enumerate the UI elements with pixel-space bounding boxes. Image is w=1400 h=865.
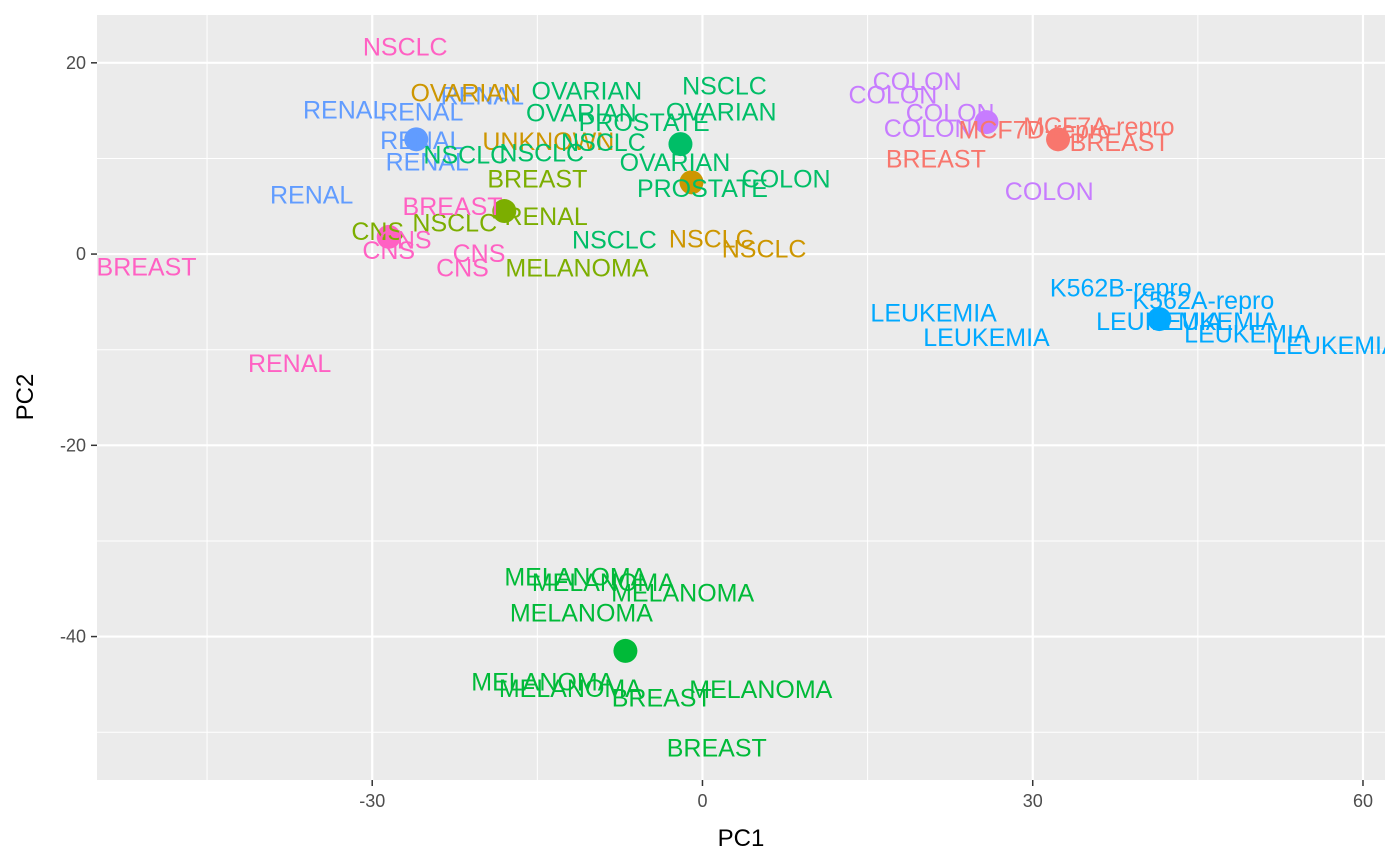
- cell-line-label: RENAL: [303, 97, 386, 125]
- centroid-point: [1147, 307, 1172, 332]
- cell-line-label: BREAST: [487, 165, 587, 193]
- cell-line-label: LEUKEMIA: [1184, 320, 1311, 348]
- cell-line-label: MELANOMA: [510, 600, 653, 628]
- y-axis-title: PC2: [12, 374, 39, 421]
- cell-line-label: BREAST: [886, 145, 986, 173]
- cell-line-label: LEUKEMIA: [870, 299, 997, 327]
- cell-line-label: MELANOMA: [471, 668, 614, 696]
- cell-line-label: MELANOMA: [611, 580, 754, 608]
- cell-line-label: RENAL: [270, 182, 353, 210]
- x-axis: -30 0 30 60: [359, 780, 1373, 811]
- cell-line-label: NSCLC: [499, 140, 584, 168]
- cell-line-label: LEUKEMIA: [1096, 308, 1223, 336]
- cell-line-label: RENAL: [380, 99, 463, 127]
- cell-line-label: COLON: [742, 165, 831, 193]
- cell-line-label: NSCLC: [412, 209, 497, 237]
- cell-line-label: CNS: [351, 218, 404, 246]
- cell-line-label: RENAL: [248, 350, 331, 378]
- cell-line-label: PROSTATE: [579, 109, 710, 137]
- x-tick-label: -30: [359, 791, 385, 811]
- cell-line-label: CNS: [362, 237, 415, 265]
- cell-line-label: COLON: [884, 115, 973, 143]
- cell-line-label: UNKNOWN: [482, 128, 614, 156]
- cell-line-label: OVARIAN: [532, 78, 643, 106]
- cell-line-label: MELANOMA: [689, 676, 832, 704]
- cell-line-label: BREAST: [1070, 129, 1170, 157]
- cell-line-label: RENAL: [386, 148, 469, 176]
- y-axis: -40 -20 0 20: [60, 53, 97, 647]
- cell-line-label: NSCLC: [561, 129, 646, 157]
- cell-line-label: CNS: [453, 240, 506, 268]
- y-tick-label: -20: [60, 435, 86, 455]
- x-tick-label: 0: [697, 791, 707, 811]
- cell-line-label: NSCLC: [682, 73, 767, 101]
- cell-line-label: MELANOMA: [505, 254, 648, 282]
- cell-line-label: MELANOMA: [504, 563, 647, 591]
- x-tick-label: 30: [1023, 791, 1043, 811]
- major-gridlines: [97, 15, 1385, 780]
- point-labels: NSCLCRENALRENALRENALRENALRENALRENALOVARI…: [97, 34, 1399, 763]
- centroid-point: [613, 638, 638, 663]
- cell-line-label: BREAST: [97, 253, 197, 281]
- cell-line-label: BREAST: [403, 193, 503, 221]
- cell-line-label: LEUKEMIA: [1151, 308, 1278, 336]
- cell-line-label: NSCLC: [722, 235, 807, 263]
- cell-line-label: RENAL: [441, 82, 524, 110]
- cell-line-label: BREAST: [612, 685, 712, 713]
- cell-line-label: COLON: [906, 99, 995, 127]
- cell-line-label: NSCLC: [423, 142, 508, 170]
- cell-line-label: OVARIAN: [666, 99, 777, 127]
- y-tick-label: -40: [60, 627, 86, 647]
- cell-line-label: COLON: [848, 81, 937, 109]
- x-tick-label: 60: [1353, 791, 1373, 811]
- plot-panel: [97, 15, 1385, 780]
- cell-line-label: OVARIAN: [620, 149, 731, 177]
- cell-line-label: NSCLC: [669, 226, 754, 254]
- cell-line-label: K562A-repro: [1132, 287, 1274, 315]
- centroid-point: [668, 132, 693, 157]
- cell-line-label: RENAL: [504, 203, 587, 231]
- centroid-point: [492, 199, 517, 224]
- cell-line-label: PROSTATE: [637, 175, 768, 203]
- cell-line-label: NSCLC: [572, 227, 657, 255]
- cell-line-label: CNS: [379, 227, 432, 255]
- minor-gridlines: [97, 15, 1385, 780]
- cell-line-label: MCF7D-repro: [959, 117, 1112, 145]
- cell-line-label: MCF7A-repro: [1023, 113, 1174, 141]
- cell-line-label: COLON: [873, 68, 962, 96]
- x-axis-title: PC1: [718, 825, 765, 852]
- cell-line-label: LEUKEMIA: [923, 324, 1050, 352]
- y-tick-label: 0: [76, 244, 86, 264]
- cell-line-label: BREAST: [667, 734, 767, 762]
- centroid-point: [679, 170, 704, 195]
- cell-line-label: MELANOMA: [532, 569, 675, 597]
- cell-line-label: RENAL: [380, 127, 463, 155]
- cell-line-label: K562B-repro: [1050, 274, 1192, 302]
- cell-line-label: OVARIAN: [526, 99, 637, 127]
- cell-line-label: OVARIAN: [410, 79, 521, 107]
- centroid-points: [376, 110, 1172, 663]
- centroid-point: [974, 110, 999, 135]
- cell-line-label: MELANOMA: [499, 675, 642, 703]
- cell-line-label: COLON: [1005, 178, 1094, 206]
- centroid-point: [376, 224, 401, 249]
- centroid-point: [404, 127, 429, 152]
- cell-line-label: CNS: [436, 254, 489, 282]
- centroid-point: [1046, 127, 1071, 152]
- cell-line-label: LEUKEMIA: [1272, 332, 1399, 360]
- y-tick-label: 20: [66, 53, 86, 73]
- cell-line-label: NSCLC: [363, 34, 448, 62]
